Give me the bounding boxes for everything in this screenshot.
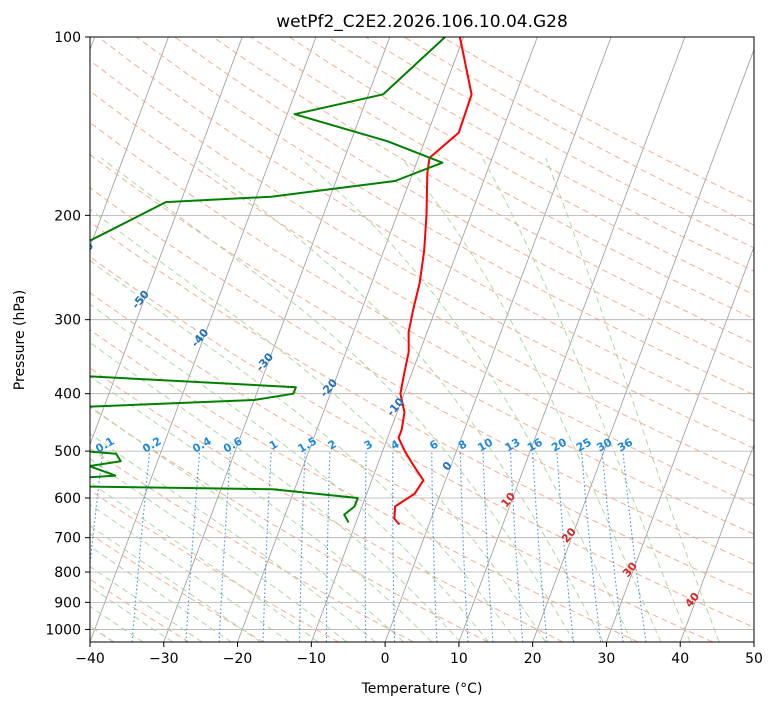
mixing-ratio-line [622,451,647,642]
mixing-ratio-line [601,451,624,642]
isotherm-lines [90,37,754,642]
isotherm-line [90,37,317,642]
dry-adiabat [212,37,754,345]
moist-adiabat [90,566,203,642]
isotherm-line [458,37,686,642]
y-tick-label: 1000 [45,622,81,638]
y-tick-label: 700 [54,531,81,547]
moist-adiabat [481,157,691,642]
moist-adiabat [90,545,232,642]
dry-adiabat [90,256,754,628]
x-tick-label: −30 [149,651,179,667]
moist-adiabat [299,157,633,642]
moist-adiabat [90,208,547,642]
y-tick-label: 300 [54,313,81,329]
isotherm-line [606,245,754,642]
mixing-ratio-line [131,451,151,642]
dry-adiabat [136,37,754,396]
isotherm-line [679,443,754,642]
isotherm-line [532,48,754,642]
x-axis: −40 −30 −20 −10 0 10 20 30 40 50 [75,642,763,667]
x-axis-label: Temperature (°C) [361,681,483,697]
plot-frame [89,36,755,643]
dry-adiabat [90,187,754,565]
y-tick-label: 100 [54,30,81,46]
mixing-ratio-lines [90,451,647,642]
moist-adiabats [90,157,720,642]
y-tick-label: 500 [54,444,81,460]
plot-area: 0.10.20.40.611.52346810131620253036-100-… [74,37,754,642]
dry-adiabats [90,37,754,642]
x-tick-label: 50 [745,651,763,667]
y-tick-label: 800 [54,565,81,581]
y-axis: 100 200 300 400 500 600 700 800 900 1000 [45,30,90,638]
isotherm-line [237,37,464,642]
pressure-gridlines [90,37,754,630]
y-tick-label: 400 [54,387,81,403]
y-tick-label: 900 [54,595,81,611]
x-tick-label: 10 [450,651,468,667]
isotherm-line [90,37,243,446]
y-tick-label: 600 [54,491,81,507]
moist-adiabat [545,157,720,642]
x-tick-label: 30 [598,651,616,667]
dry-adiabat [90,533,265,642]
x-tick-label: 0 [381,651,390,667]
dry-adiabat [90,406,489,642]
moist-adiabat [90,458,348,642]
dry-adiabat [90,367,564,642]
y-axis-label: Pressure (hPa) [12,290,28,390]
dry-adiabat [90,221,754,596]
moist-adiabat [100,157,575,642]
moist-adiabat [90,585,173,642]
x-tick-label: 20 [524,651,542,667]
x-tick-label: −10 [297,651,327,667]
dry-adiabat [97,37,754,422]
dry-adiabat [90,489,339,642]
x-tick-label: −20 [223,651,253,667]
mixing-ratio-line [581,451,602,642]
isotherm-line [163,37,391,642]
moist-adiabat [90,259,518,642]
isotherm-line [384,37,612,642]
moist-adiabat [90,433,376,642]
moist-adiabat [400,157,662,642]
mixing-ratio-line [90,451,104,569]
moist-adiabat [193,157,604,642]
x-tick-label: 40 [671,651,689,667]
chart-title: wetPf2_C2E2.2026.106.10.04.G28 [276,12,568,32]
isotherm-label: -60 [74,239,97,263]
mixing-ratio-line [556,451,575,642]
y-tick-label: 200 [54,208,81,224]
mixing-ratio-line [532,451,548,642]
dry-adiabat [90,121,754,506]
moist-adiabat [90,303,489,642]
moist-adiabat [90,341,461,642]
dry-adiabat [90,154,754,535]
dewpoint-line [90,37,446,523]
isotherm-line [90,37,169,249]
dry-adiabat [90,292,713,642]
sounding-series [90,37,473,526]
x-tick-label: −40 [75,651,105,667]
isotherm-line [310,37,538,642]
dry-adiabat [250,37,754,320]
